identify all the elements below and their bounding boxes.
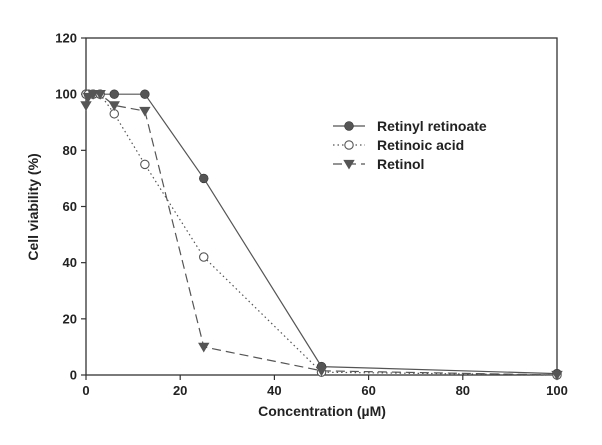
- x-axis-title: Concentration (µM): [258, 403, 386, 419]
- series-2-point: [198, 342, 210, 353]
- legend-marker-1: [344, 140, 354, 150]
- series-2-point: [551, 370, 563, 381]
- x-tick-label: 100: [546, 383, 568, 398]
- series-0-point: [140, 89, 150, 99]
- y-tick-label: 100: [55, 87, 77, 102]
- y-tick-label: 40: [63, 255, 77, 270]
- y-tick-label: 60: [63, 199, 77, 214]
- series-0-point: [109, 89, 119, 99]
- x-tick-label: 20: [173, 383, 187, 398]
- series-2-point: [315, 366, 328, 377]
- series-1-point: [199, 252, 209, 262]
- legend-label-2: Retinol: [377, 156, 424, 172]
- series-markers: [80, 89, 563, 381]
- x-tick-label: 0: [82, 383, 89, 398]
- series-2-point: [94, 90, 106, 100]
- y-tick-label: 0: [70, 368, 77, 383]
- legend-marker-0: [344, 121, 354, 131]
- series-2-point: [108, 101, 120, 111]
- x-tick-label: 40: [267, 383, 281, 398]
- series-line-2: [85, 93, 558, 376]
- series-2-point: [80, 101, 92, 111]
- legend-marker-2: [343, 159, 355, 170]
- y-axis-title: Cell viability (%): [25, 153, 41, 260]
- y-tick-label: 20: [63, 311, 77, 326]
- y-tick-label: 80: [63, 143, 77, 158]
- series-1-point: [140, 159, 150, 170]
- x-tick-label: 80: [456, 383, 470, 398]
- legend-label-0: Retinyl retinoate: [377, 118, 487, 134]
- series-2-point: [87, 90, 99, 100]
- x-tick-label: 60: [361, 383, 375, 398]
- y-tick-label: 120: [55, 31, 77, 46]
- axis-ticks: 0 20 40 60 80 100 0 20 40 60 80 100 120: [55, 31, 568, 399]
- legend-label-1: Retinoic acid: [377, 137, 464, 153]
- legend: Retinyl retinoate Retinoic acid Retinol: [333, 118, 487, 172]
- series-2-point: [139, 106, 151, 117]
- series-0-point: [199, 173, 209, 184]
